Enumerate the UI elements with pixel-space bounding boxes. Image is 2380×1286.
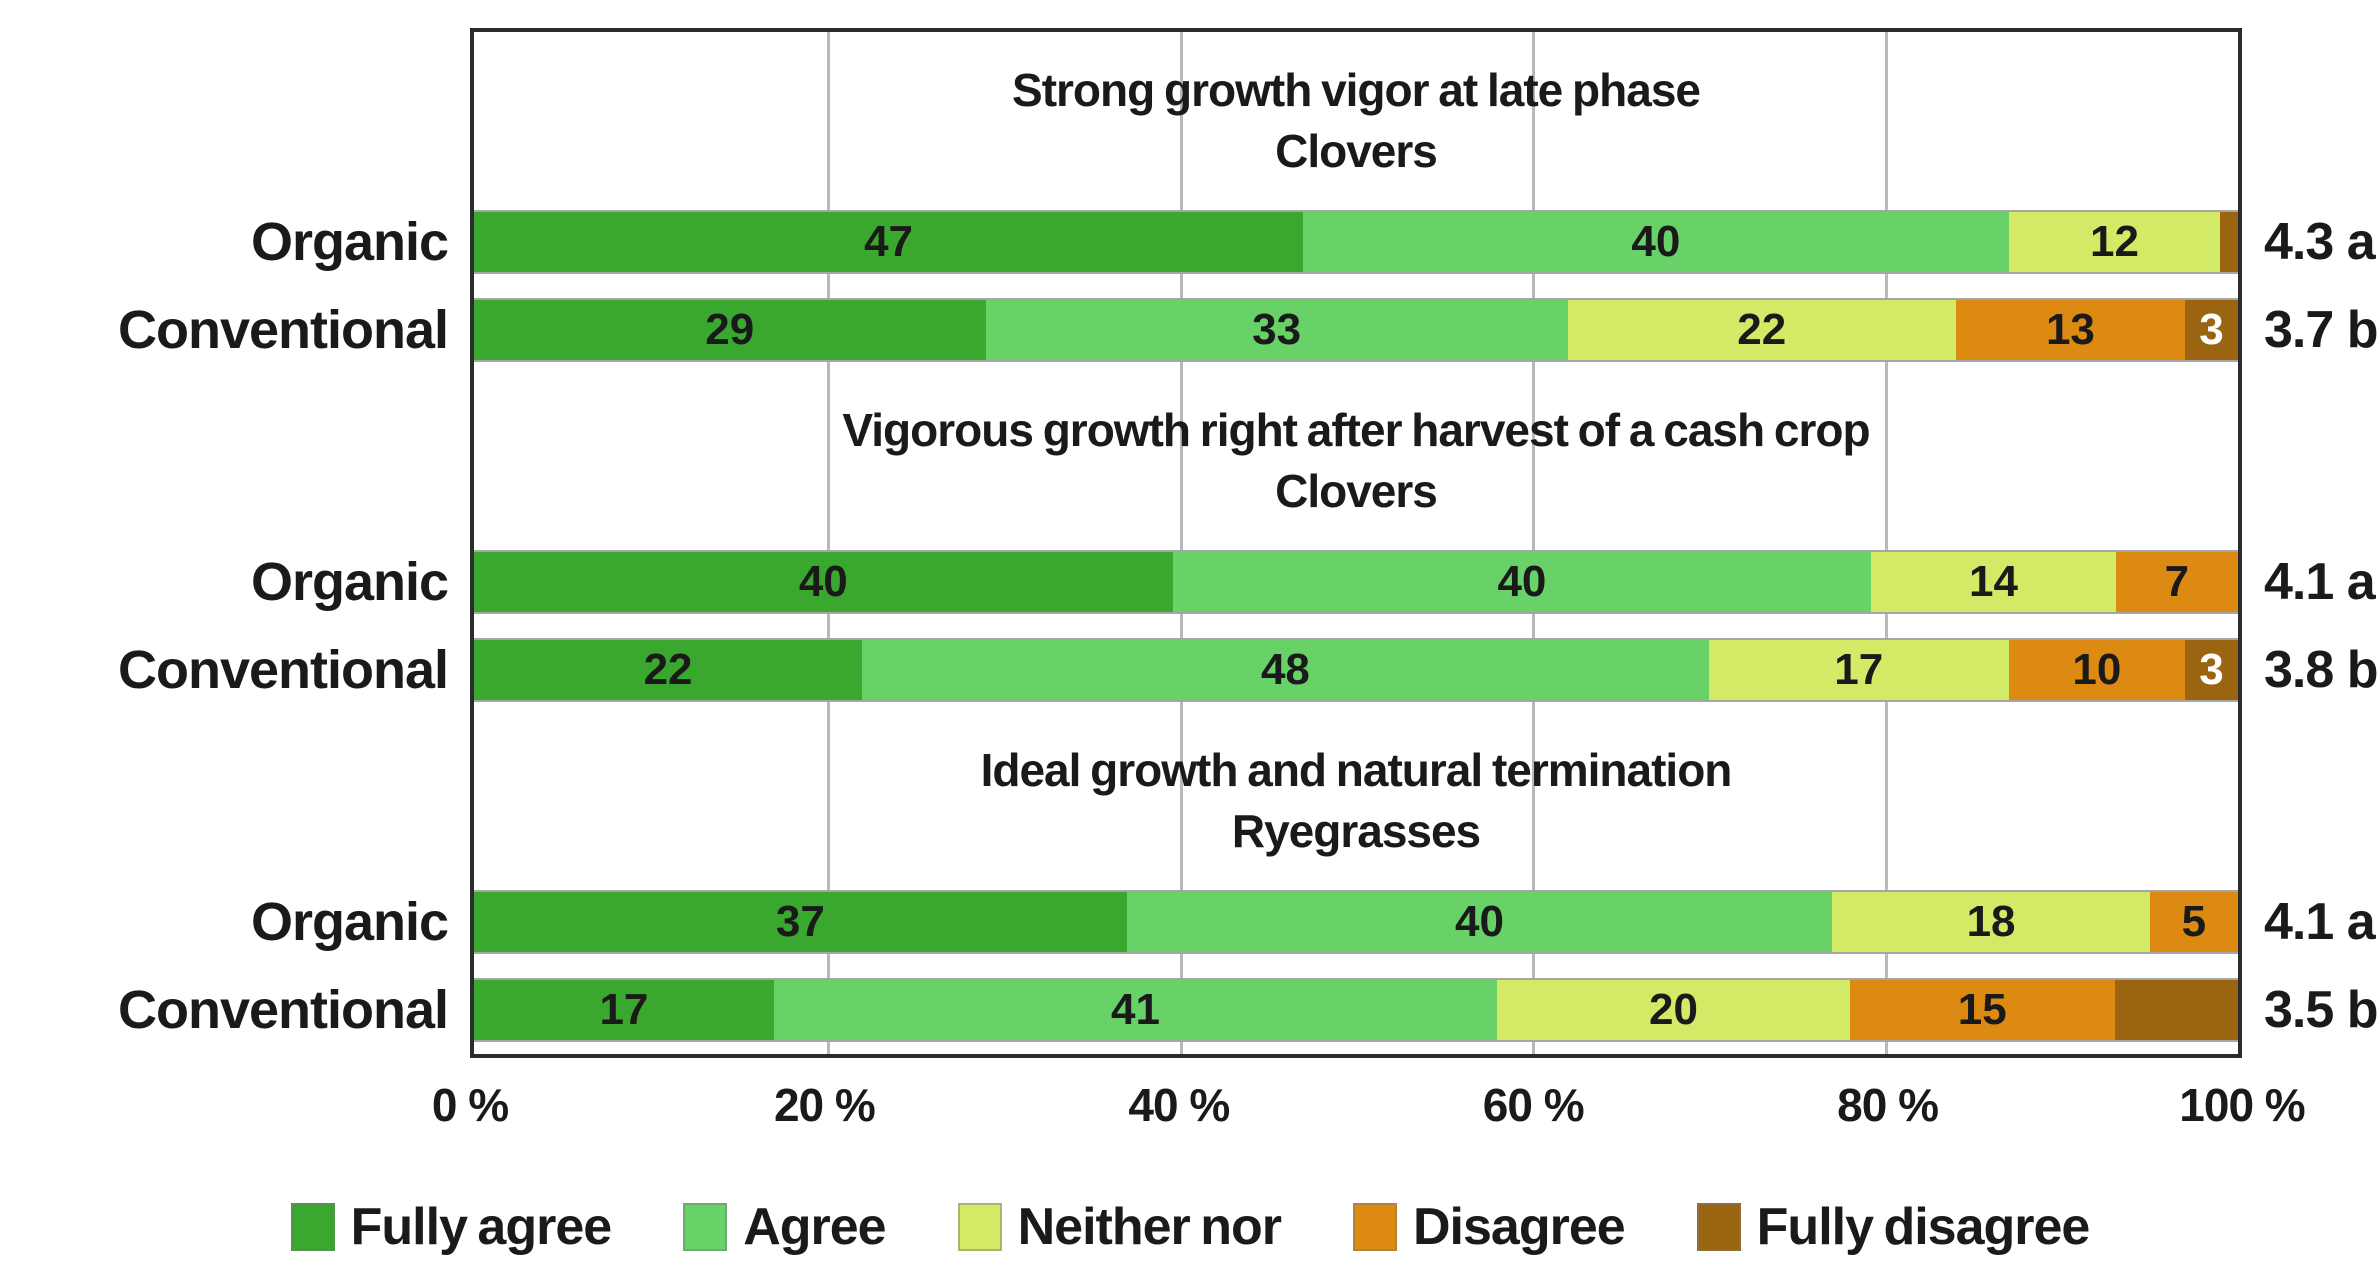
row-label: Conventional [117,980,449,1040]
gridline-20 [826,32,830,1054]
group-strong-growth-vigor: Strong growth vigor at late phase Clover… [118,32,2378,372]
group-vigorous-growth: Vigorous growth right after harvest of a… [118,372,2378,712]
bar-segment-agree: 48 [862,640,1709,700]
x-tick-0: 0 % [431,1079,509,1131]
bar-segment-agree: 40 [1303,212,2009,272]
bar-segment-agree: 33 [985,300,1568,360]
bar-segment-fully-disagree: 3 [2185,300,2238,360]
x-tick-80: 80 % [1837,1079,1939,1131]
bar-segment-fully-agree: 47 [474,212,1304,272]
bar-segment-disagree: 15 [1849,980,2115,1040]
group-title: Strong growth vigor at late phase Clover… [474,32,2238,210]
legend-label: Disagree [1412,1198,1626,1256]
agree-swatch-icon [683,1203,728,1251]
group-title-line1: Vigorous growth right after harvest of a… [842,404,1870,457]
bar-segment-neither-nor: 18 [1832,892,2150,952]
disagree-swatch-icon [1352,1203,1397,1251]
legend-label: Fully agree [350,1198,613,1256]
bar-segment-fully-disagree [2114,980,2238,1040]
bar-segment-agree: 40 [1172,552,1872,612]
bar-segment-neither-nor: 12 [2008,212,2221,272]
mean-score-label: 3.8 b [2264,641,2378,699]
bar-segment-neither-nor: 14 [1871,552,2116,612]
x-tick-20: 20 % [773,1079,876,1131]
x-tick-40: 40 % [1128,1079,1230,1131]
group-title-line2: Ryegrasses [1231,805,1481,857]
bar-segment-disagree: 13 [1955,300,2186,360]
legend: Fully agree Agree Neither nor Disagree F… [0,1182,2380,1272]
bar-segment-neither-nor: 17 [1708,640,2009,700]
group-title-line2: Clovers [1275,465,1438,517]
mean-score-label: 4.1 a [2264,893,2376,951]
x-tick-100: 100 % [2179,1079,2305,1131]
bar-row-organic: Organic 4.1 a 37 40 18 5 [251,890,2376,954]
row-label: Conventional [117,640,449,700]
bar-segment-neither-nor: 22 [1567,300,1956,360]
x-tick-60: 60 % [1482,1079,1585,1131]
group-title-line2: Clovers [1275,125,1438,177]
bar-row-organic: Organic 4.1 a 40 40 14 7 [251,550,2376,614]
legend-item-neither-nor: Neither nor [957,1197,1282,1257]
legend-label: Agree [743,1198,886,1256]
group-list: Strong growth vigor at late phase Clover… [118,32,2378,1054]
bar-segment-disagree: 7 [2115,552,2238,612]
legend-item-agree: Agree [683,1197,887,1257]
row-label: Organic [250,552,449,612]
legend-item-fully-agree: Fully agree [290,1197,613,1257]
bar-segment-fully-disagree: 3 [2185,640,2238,700]
plot-area: Strong growth vigor at late phase Clover… [118,28,2378,1058]
row-label: Organic [250,212,449,272]
gridline-60 [1532,32,1536,1054]
bar-segment-fully-agree: 29 [474,300,986,360]
gridline-40 [1179,32,1183,1054]
neither-nor-swatch-icon [957,1203,1002,1251]
bar-segment-agree: 40 [1126,892,1833,952]
group-title-line1: Strong growth vigor at late phase [1012,64,1701,117]
bar-segment-fully-agree: 37 [474,892,1127,952]
row-label: Organic [250,892,449,952]
group-title: Ideal growth and natural termination Rye… [474,712,2238,890]
bar-segment-disagree: 10 [2008,640,2186,700]
mean-score-label: 3.5 b [2264,981,2378,1039]
legend-label: Neither nor [1017,1198,1282,1256]
legend-label: Fully disagree [1756,1198,2091,1256]
bar-row-organic: Organic 4.3 a 47 40 12 [251,210,2376,274]
bar-segment-fully-agree: 22 [474,640,863,700]
mean-score-label: 4.3 a [2264,213,2376,271]
bar-segment-agree: 41 [773,980,1498,1040]
bar-segment-fully-agree: 17 [474,980,774,1040]
group-title: Vigorous growth right after harvest of a… [474,372,2238,550]
group-ideal-growth: Ideal growth and natural termination Rye… [118,712,2378,1052]
mean-score-label: 4.1 a [2264,553,2376,611]
fully-agree-swatch-icon [290,1203,335,1251]
bar-row-conventional: Conventional 3.7 b 29 33 22 13 3 [118,298,2378,362]
gridline-80 [1885,32,1889,1054]
bar-segment-neither-nor: 20 [1497,980,1850,1040]
legend-item-fully-disagree: Fully disagree [1696,1197,2091,1257]
mean-score-label: 3.7 b [2264,301,2378,359]
bar-segment-fully-agree: 40 [474,552,1173,612]
bar-segment-fully-disagree [2220,212,2238,272]
x-axis: 0 % 20 % 40 % 60 % 80 % 100 % [432,1078,2306,1148]
bar-row-conventional: Conventional 3.5 b 17 41 20 15 [118,978,2378,1042]
legend-item-disagree: Disagree [1352,1197,1626,1257]
fully-disagree-swatch-icon [1696,1203,1741,1251]
bar-segment-disagree: 5 [2149,892,2238,952]
row-label: Conventional [117,300,449,360]
group-title-line1: Ideal growth and natural termination [980,744,1733,797]
bar-row-conventional: Conventional 3.8 b 22 48 17 10 3 [118,638,2378,702]
